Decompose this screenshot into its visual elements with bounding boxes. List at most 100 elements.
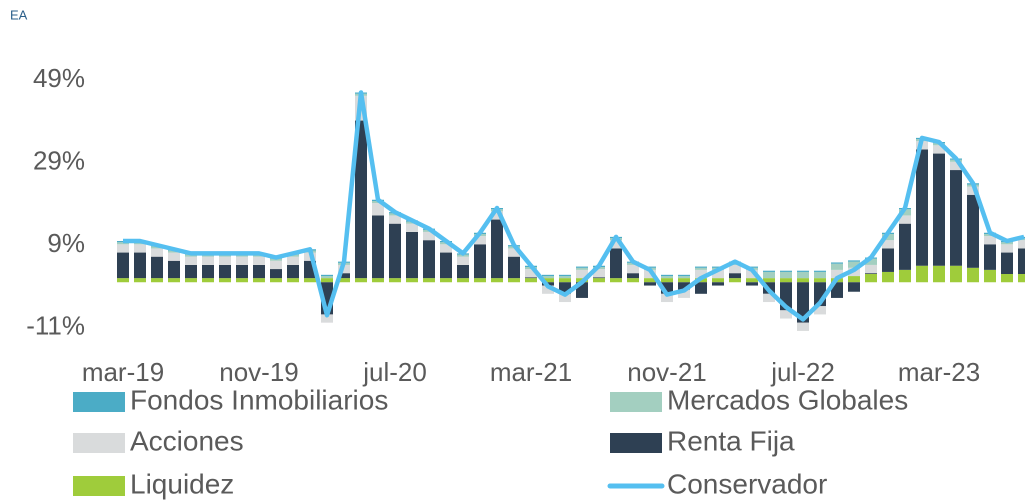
bar xyxy=(389,215,401,224)
bar xyxy=(746,266,758,268)
bar xyxy=(661,293,673,303)
bar xyxy=(457,254,469,257)
bar xyxy=(474,244,486,279)
bar xyxy=(423,278,435,283)
bar xyxy=(1001,274,1013,283)
bar xyxy=(321,278,333,283)
bar xyxy=(559,278,571,283)
bar xyxy=(644,282,656,286)
x-tick-label: jul-22 xyxy=(770,357,835,387)
legend-label: Renta Fija xyxy=(667,425,795,456)
bar xyxy=(134,244,146,253)
bar xyxy=(508,278,520,283)
bar xyxy=(491,211,503,220)
bar xyxy=(644,266,656,268)
bar xyxy=(423,231,435,241)
bar xyxy=(406,231,418,279)
bar xyxy=(372,278,384,283)
bar xyxy=(780,278,792,283)
bar xyxy=(797,282,809,323)
bar xyxy=(457,256,469,265)
bar xyxy=(559,282,571,294)
legend-swatch xyxy=(73,433,125,453)
bar xyxy=(525,278,537,283)
bar xyxy=(236,254,248,257)
bar xyxy=(321,276,333,279)
bar xyxy=(831,262,843,264)
x-tick-label: jul-20 xyxy=(362,357,427,387)
x-tick-label: mar-21 xyxy=(490,357,572,387)
bar xyxy=(882,233,894,241)
bar xyxy=(882,248,894,272)
bar xyxy=(151,256,163,279)
bar xyxy=(865,264,877,274)
bar xyxy=(372,215,384,279)
bar xyxy=(899,269,911,283)
bar xyxy=(661,278,673,283)
bar xyxy=(1001,252,1013,274)
legend-swatch xyxy=(73,476,125,496)
bar xyxy=(899,209,911,216)
legend-swatch xyxy=(610,392,662,412)
bar xyxy=(185,256,197,265)
bar xyxy=(542,278,554,283)
bar xyxy=(695,267,707,270)
bar xyxy=(236,278,248,283)
bar xyxy=(780,270,792,272)
y-tick-label: 49% xyxy=(33,63,85,93)
bar xyxy=(253,278,265,283)
bar xyxy=(1018,274,1025,283)
bar xyxy=(984,269,996,283)
bar xyxy=(831,263,843,270)
bar xyxy=(508,248,520,257)
x-tick-label: nov-21 xyxy=(627,357,707,387)
bar xyxy=(287,278,299,283)
bar xyxy=(389,223,401,279)
bar xyxy=(355,278,367,283)
bar xyxy=(695,266,707,268)
bar xyxy=(729,278,741,283)
bar xyxy=(899,223,911,270)
bar xyxy=(202,254,214,257)
bar xyxy=(712,269,724,279)
bar xyxy=(406,278,418,283)
bar xyxy=(814,278,826,283)
bar xyxy=(916,265,928,283)
bar xyxy=(950,170,962,266)
bar xyxy=(712,278,724,283)
bar xyxy=(763,270,775,272)
bar xyxy=(338,278,350,283)
bar xyxy=(797,271,809,279)
bar xyxy=(780,310,792,319)
bar xyxy=(678,274,690,277)
y-tick-label: 29% xyxy=(33,146,85,176)
bar xyxy=(950,161,962,171)
bar xyxy=(185,264,197,279)
bar xyxy=(933,265,945,283)
bar xyxy=(474,236,486,245)
bar xyxy=(491,219,503,279)
bar xyxy=(865,273,877,274)
bar xyxy=(627,278,639,283)
bar xyxy=(185,278,197,283)
y-tick-label: -11% xyxy=(26,311,85,341)
bar xyxy=(610,278,622,283)
bar xyxy=(797,270,809,272)
y-tick-label: 9% xyxy=(47,228,85,258)
bar xyxy=(831,269,843,279)
bar xyxy=(712,282,724,286)
bar xyxy=(729,273,741,279)
bar xyxy=(270,260,282,270)
bar xyxy=(933,153,945,266)
bar xyxy=(695,282,707,294)
bar xyxy=(576,269,588,279)
bar xyxy=(355,120,367,279)
bar xyxy=(695,269,707,279)
bar xyxy=(593,269,605,278)
bar xyxy=(372,203,384,216)
bar xyxy=(814,306,826,315)
bar xyxy=(559,274,571,277)
bar xyxy=(627,273,639,279)
x-tick-label: mar-23 xyxy=(898,357,980,387)
bar xyxy=(967,267,979,283)
